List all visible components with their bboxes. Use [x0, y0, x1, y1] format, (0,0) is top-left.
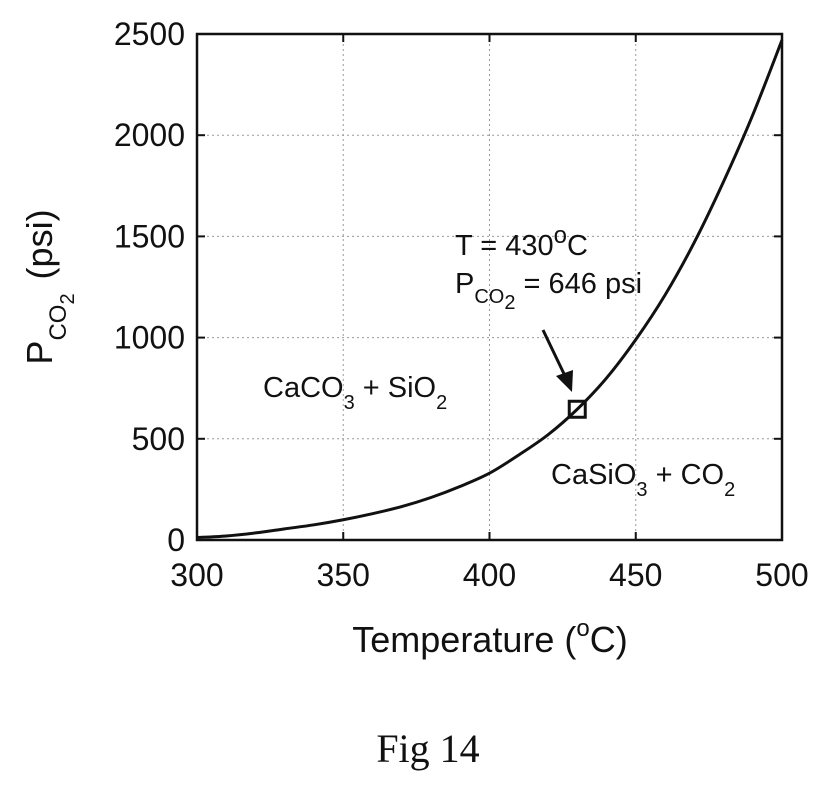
- x-tick-label: 450: [609, 557, 662, 593]
- x-tick-label: 500: [755, 557, 808, 593]
- annotation-temperature: T = 430oC: [455, 222, 588, 262]
- x-tick-label: 350: [317, 557, 370, 593]
- x-tick-label: 400: [463, 557, 516, 593]
- annotation-arrow: [541, 329, 573, 392]
- equilibrium-curve: [196, 39, 784, 540]
- y-tick-label: 1000: [114, 320, 185, 356]
- grid-lines: [197, 34, 782, 540]
- y-tick-label: 500: [132, 421, 185, 457]
- region-label-reactants: CaCO3 + SiO2: [263, 372, 447, 414]
- annotation-pressure: PCO2 = 646 psi: [455, 268, 642, 314]
- y-tick-label: 2000: [114, 117, 185, 153]
- y-axis-title: PCO2(psi): [19, 209, 79, 364]
- x-axis-title: Temperature (oC): [352, 615, 627, 660]
- plot-frame: [195, 32, 784, 542]
- region-label-products: CaSiO3 + CO2: [551, 459, 735, 501]
- x-tick-label: 300: [170, 557, 223, 593]
- y-tick-label: 2500: [114, 16, 185, 52]
- point-marker: [567, 399, 587, 419]
- y-tick-label: 0: [167, 522, 185, 558]
- figure-caption: Fig 14: [376, 726, 479, 771]
- tick-labels: 300 350 400 450 500 0 500 1000 1500 2000 2500: [114, 16, 809, 593]
- y-tick-label: 1500: [114, 218, 185, 254]
